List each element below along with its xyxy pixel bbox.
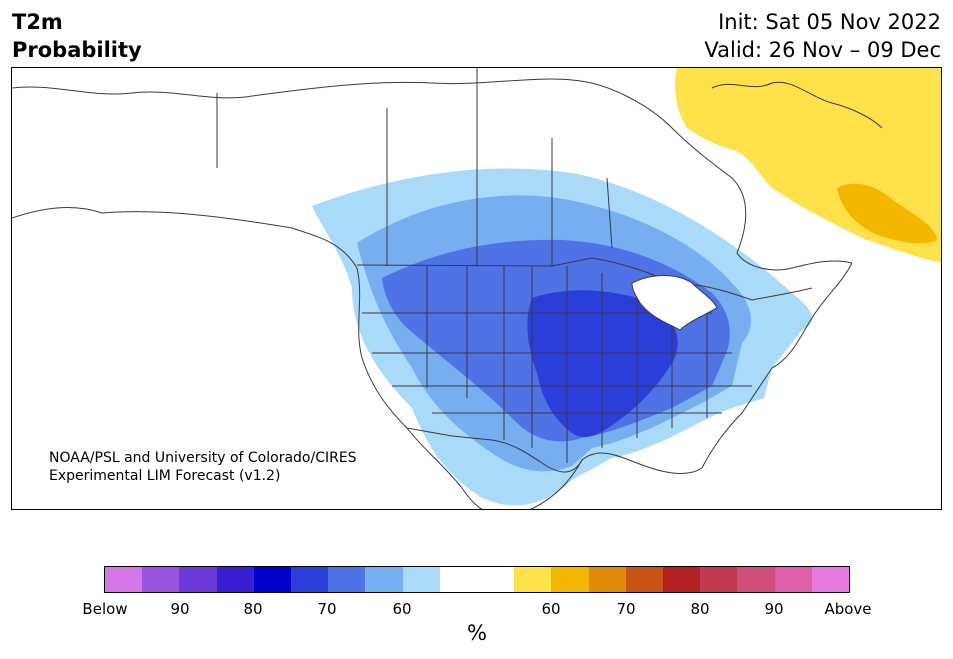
colorbar-tick-label: 90: [170, 600, 190, 618]
forecast-credit: NOAA/PSL and University of Colorado/CIRE…: [49, 449, 357, 485]
colorbar-segment: [477, 567, 515, 592]
colorbar-segment: [514, 567, 552, 592]
colorbar-tick-label: Below: [82, 600, 128, 618]
title-line-2: Probability: [12, 38, 142, 62]
credit-line-2: Experimental LIM Forecast (v1.2): [49, 468, 281, 484]
colorbar-segment: [625, 567, 664, 592]
probability-colorbar: [104, 566, 850, 593]
colorbar-unit: %: [467, 621, 487, 645]
us-canada-border: [356, 257, 813, 301]
colorbar-segment: [105, 567, 143, 592]
colorbar-segment: [663, 567, 701, 592]
colorbar-segment: [700, 567, 738, 592]
colorbar-segment: [291, 567, 329, 592]
fill-above-60-70: [837, 183, 937, 244]
colorbar-segment: [551, 567, 589, 592]
valid-range: Valid: 26 Nov – 09 Dec: [704, 38, 941, 62]
colorbar-segment: [588, 567, 626, 592]
colorbar-segment: [439, 567, 478, 592]
colorbar-tick-label: 70: [317, 600, 337, 618]
colorbar-segment: [179, 567, 217, 592]
colorbar-segment: [737, 567, 775, 592]
colorbar-segment: [365, 567, 403, 592]
colorbar-segment: [253, 567, 292, 592]
state-lines-horizontal: [362, 312, 752, 414]
hudson-bay-islands: [711, 81, 883, 129]
boundaries: [12, 68, 883, 509]
colorbar-segment: [774, 567, 812, 592]
coastline-west: [12, 207, 483, 509]
canada-provinces: [216, 68, 613, 266]
fill-below-80-90: [527, 290, 678, 438]
init-date: Init: Sat 05 Nov 2022: [718, 10, 941, 34]
colorbar-tick-label: 60: [541, 600, 561, 618]
title-line-1: T2m: [12, 10, 63, 34]
probability-fills: [312, 68, 941, 506]
colorbar-tick-label: Above: [824, 600, 872, 618]
colorbar-segment: [216, 567, 254, 592]
colorbar-tick-label: 70: [616, 600, 636, 618]
colorbar-segment: [328, 567, 366, 592]
colorbar-segment: [811, 567, 850, 592]
great-lakes: [631, 275, 718, 331]
colorbar-tick-label: 80: [243, 600, 263, 618]
probability-map: [11, 67, 942, 510]
colorbar-segment: [402, 567, 440, 592]
forecast-dates: Init: Sat 05 Nov 2022 Valid: 26 Nov – 09…: [704, 8, 941, 64]
colorbar-tick-label: 90: [764, 600, 784, 618]
colorbar-segment: [142, 567, 180, 592]
coastline-east: [529, 262, 853, 509]
map-canvas: [12, 68, 941, 509]
colorbar-tick-label: 80: [690, 600, 710, 618]
us-mexico-border: [406, 427, 583, 473]
colorbar-tick-label: 60: [392, 600, 412, 618]
coastline-north: [12, 78, 853, 271]
credit-line-1: NOAA/PSL and University of Colorado/CIRE…: [49, 450, 357, 466]
map-title: T2m Probability: [12, 8, 142, 64]
